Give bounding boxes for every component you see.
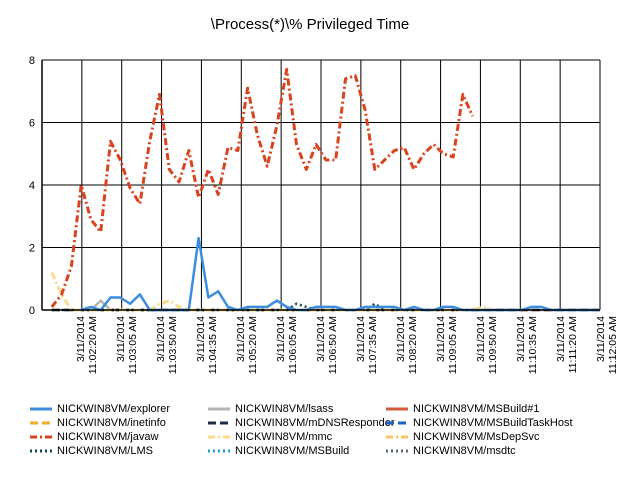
- x-tick-date: 3/11/2014: [435, 316, 447, 362]
- x-tick-label: 3/11/2014 11:06:50 AM: [315, 316, 339, 374]
- legend-swatch: [30, 407, 52, 411]
- x-tick-date: 3/11/2014: [275, 316, 287, 362]
- x-tick-label: 3/11/2014 11:07:35 AM: [355, 316, 379, 374]
- legend-item: NICKWIN8VM/mmc: [208, 430, 386, 443]
- x-tick-date: 3/11/2014: [515, 316, 527, 362]
- legend-item: NICKWIN8VM/MSBuild: [208, 444, 386, 457]
- legend-swatch: [30, 421, 52, 425]
- legend-label: NICKWIN8VM/LMS: [57, 444, 153, 457]
- legend-label: NICKWIN8VM/mmc: [235, 430, 333, 443]
- legend-item: NICKWIN8VM/mDNSResponder: [208, 416, 395, 429]
- x-tick-time: 11:06:05 AM: [287, 316, 299, 374]
- y-tick-label: 2: [29, 243, 35, 255]
- x-tick-time: 11:03:50 AM: [167, 316, 179, 374]
- legend-item: NICKWIN8VM/MSBuild#1: [386, 402, 605, 415]
- legend-item: NICKWIN8VM/lsass: [208, 402, 386, 415]
- series-line: [50, 67, 475, 308]
- legend-swatch: [30, 449, 52, 453]
- x-tick-date: 3/11/2014: [155, 316, 167, 362]
- y-tick-label: 4: [29, 180, 35, 192]
- legend-label: NICKWIN8VM/MSBuild: [235, 444, 350, 457]
- x-tick-date: 3/11/2014: [235, 316, 247, 362]
- x-tick-label: 3/11/2014 11:06:05 AM: [275, 316, 299, 374]
- legend-label: NICKWIN8VM/mDNSResponder: [235, 416, 395, 429]
- legend-label: NICKWIN8VM/explorer: [57, 402, 171, 415]
- x-tick-label: 3/11/2014 11:03:50 AM: [155, 316, 179, 374]
- x-tick-time: 11:03:05 AM: [127, 316, 139, 374]
- x-tick-label: 3/11/2014 11:09:50 AM: [475, 316, 499, 374]
- legend-item: NICKWIN8VM/msdtc: [386, 444, 605, 457]
- legend-swatch: [386, 407, 408, 411]
- legend-label: NICKWIN8VM/MSBuildTaskHost: [413, 416, 573, 429]
- legend-label: NICKWIN8VM/lsass: [235, 402, 334, 415]
- x-tick-date: 3/11/2014: [315, 316, 327, 362]
- x-tick-label: 3/11/2014 11:09:05 AM: [435, 316, 459, 374]
- legend-item: NICKWIN8VM/MSBuildTaskHost: [386, 416, 605, 429]
- y-tick-label: 6: [29, 118, 35, 130]
- x-tick-date: 3/11/2014: [195, 316, 207, 362]
- legend-swatch: [208, 449, 230, 453]
- y-tick-labels: 0 2 4 6 8: [29, 55, 35, 317]
- x-tick-date: 3/11/2014: [75, 316, 87, 362]
- x-tick-time: 11:08:20 AM: [407, 316, 419, 374]
- x-tick-time: 11:06:50 AM: [327, 316, 339, 374]
- x-tick-date: 3/11/2014: [555, 316, 567, 362]
- legend-swatch: [386, 435, 408, 439]
- x-tick-date: 3/11/2014: [355, 316, 367, 362]
- chart-title: \Process(*)\% Privileged Time: [211, 16, 409, 33]
- x-tick-time: 11:11:20 AM: [567, 316, 579, 373]
- legend-item: NICKWIN8VM/explorer: [30, 402, 208, 415]
- x-tick-time: 11:10:35 AM: [527, 316, 539, 374]
- legend-swatch: [386, 449, 408, 453]
- x-tick-date: 3/11/2014: [395, 316, 407, 362]
- legend: NICKWIN8VM/explorer NICKWIN8VM/lsass NICKW…: [30, 402, 605, 457]
- legend-label: NICKWIN8VM/MSBuild#1: [413, 402, 540, 415]
- x-tick-time: 11:02:20 AM: [87, 316, 99, 374]
- axes: [41, 60, 600, 311]
- x-tick-date: 3/11/2014: [475, 316, 487, 362]
- y-tick-label: 0: [29, 305, 35, 317]
- x-tick-labels: 3/11/2014 11:02:20 AM 3/11/2014 11:03:05 AM…: [75, 316, 619, 374]
- series-lines: [50, 67, 600, 312]
- x-tick-time: 11:05:20 AM: [247, 316, 259, 374]
- legend-label: NICKWIN8VM/javaw: [57, 430, 159, 443]
- legend-label: NICKWIN8VM/msdtc: [413, 444, 516, 457]
- x-tick-label: 3/11/2014 11:08:20 AM: [395, 316, 419, 374]
- x-tick-label: 3/11/2014 11:02:20 AM: [75, 316, 99, 374]
- x-tick-label: 3/11/2014 11:05:20 AM: [235, 316, 259, 374]
- legend-label: NICKWIN8VM/MsDepSvc: [413, 430, 540, 443]
- legend-swatch: [386, 421, 408, 425]
- legend-swatch: [208, 435, 230, 439]
- legend-swatch: [30, 435, 52, 439]
- series-line: [80, 236, 600, 312]
- legend-item: NICKWIN8VM/LMS: [30, 444, 208, 457]
- x-tick-label: 3/11/2014 11:04:35 AM: [195, 316, 219, 374]
- legend-swatch: [208, 421, 230, 425]
- x-tick-label: 3/11/2014 11:11:20 AM: [555, 316, 579, 374]
- x-tick-time: 11:09:05 AM: [447, 316, 459, 374]
- legend-item: NICKWIN8VM/javaw: [30, 430, 208, 443]
- legend-item: NICKWIN8VM/MsDepSvc: [386, 430, 605, 443]
- x-tick-label: 3/11/2014 11:12:05 AM: [595, 316, 619, 374]
- x-tick-label: 3/11/2014 11:03:05 AM: [115, 316, 139, 374]
- x-tick-label: 3/11/2014 11:10:35 AM: [515, 316, 539, 374]
- x-tick-time: 11:12:05 AM: [607, 316, 619, 374]
- x-tick-time: 11:09:50 AM: [487, 316, 499, 374]
- x-tick-date: 3/11/2014: [115, 316, 127, 362]
- gridlines: [41, 59, 601, 311]
- y-tick-label: 8: [29, 55, 35, 67]
- x-tick-time: 11:04:35 AM: [207, 316, 219, 374]
- legend-item: NICKWIN8VM/inetinfo: [30, 416, 208, 429]
- legend-swatch: [208, 407, 230, 411]
- x-tick-date: 3/11/2014: [595, 316, 607, 362]
- legend-label: NICKWIN8VM/inetinfo: [57, 416, 166, 429]
- x-tick-time: 11:07:35 AM: [367, 316, 379, 374]
